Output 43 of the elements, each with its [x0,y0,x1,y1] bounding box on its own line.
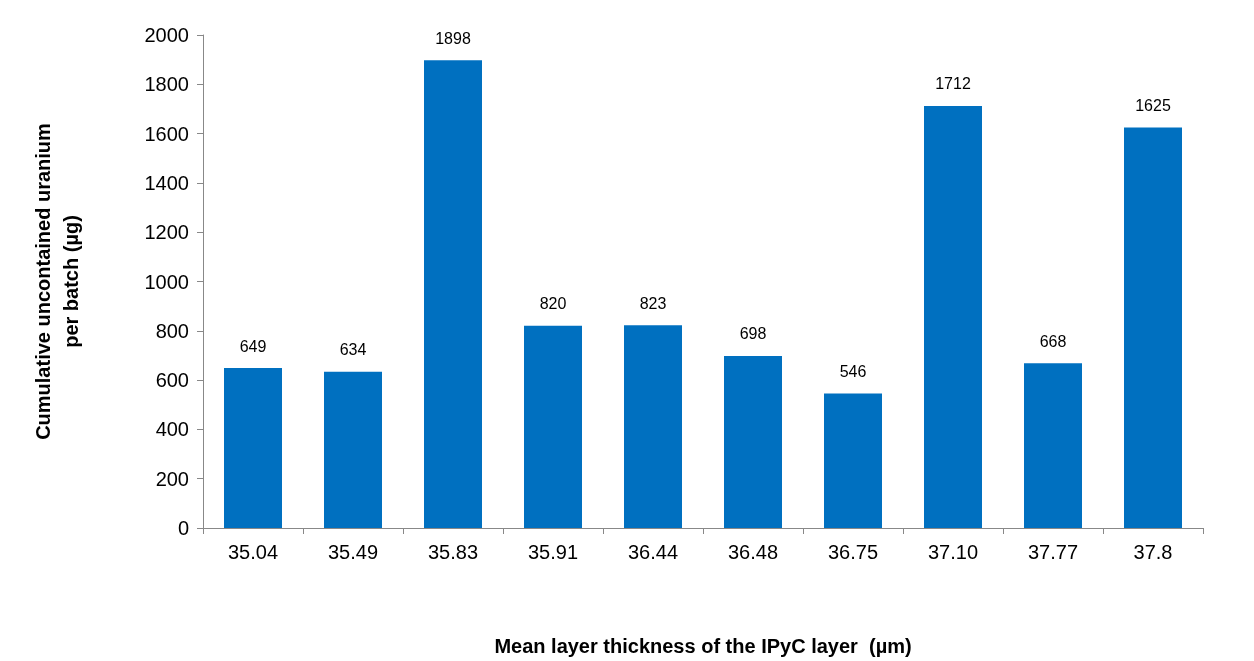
x-tick-label: 35.49 [327,541,379,563]
data-label: 823 [639,294,667,312]
y-tick-label: 600 [155,369,189,392]
bar [624,325,682,528]
bar [524,325,582,528]
x-axis-title: Mean layer thickness of the IPyC layer (µm) [494,635,912,657]
bar [1024,363,1082,528]
y-tick-label: 1000 [144,270,189,293]
x-tick-label: 37.10 [927,541,979,563]
y-tick-label: 800 [155,319,189,342]
y-tick-label: 1200 [144,221,189,244]
y-tick-label: 400 [155,418,189,441]
data-label: 820 [539,295,567,313]
y-tick-label: 1600 [144,122,189,145]
bar [424,60,482,528]
bar [724,355,782,528]
x-tick-label: 35.04 [227,541,279,563]
x-tick-label: 36.75 [827,541,879,563]
bar [324,371,382,528]
data-label: 634 [339,341,367,359]
x-tick-label: 36.48 [727,541,779,563]
y-tick-label: 2000 [144,24,189,46]
y-tick-label: 1400 [144,171,189,194]
y-tick-label: 0 [177,517,189,539]
bar [924,105,982,528]
x-tick-label: 36.44 [627,541,679,563]
x-tick-label: 37.77 [1027,541,1079,563]
x-tick-label: 37.8 [1133,541,1173,563]
data-label: 546 [839,362,867,380]
x-tick-label: 35.83 [427,541,479,563]
bar [224,368,282,528]
data-label: 698 [739,325,767,343]
data-label: 1625 [1135,96,1171,114]
x-tick-label: 35.91 [527,541,579,563]
data-label: 649 [239,337,267,355]
y-axis-title: Cumulative uncontained uranium per batch (µg) [32,123,82,440]
bar [824,393,882,528]
y-tick-label: 200 [155,467,189,490]
data-label: 1898 [435,29,471,47]
data-label: 668 [1039,332,1067,350]
data-label: 1712 [935,75,971,93]
y-tick-label: 1800 [144,73,189,96]
bar [1124,127,1182,528]
